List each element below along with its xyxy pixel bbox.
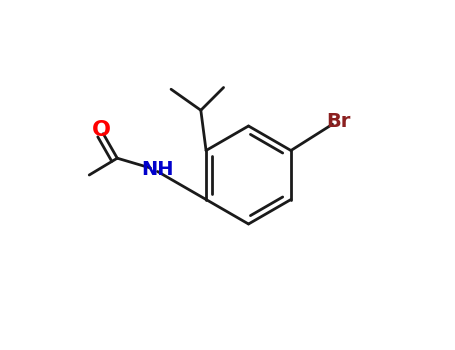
- Text: O: O: [92, 119, 111, 140]
- Text: Br: Br: [327, 112, 351, 131]
- Text: NH: NH: [141, 160, 174, 179]
